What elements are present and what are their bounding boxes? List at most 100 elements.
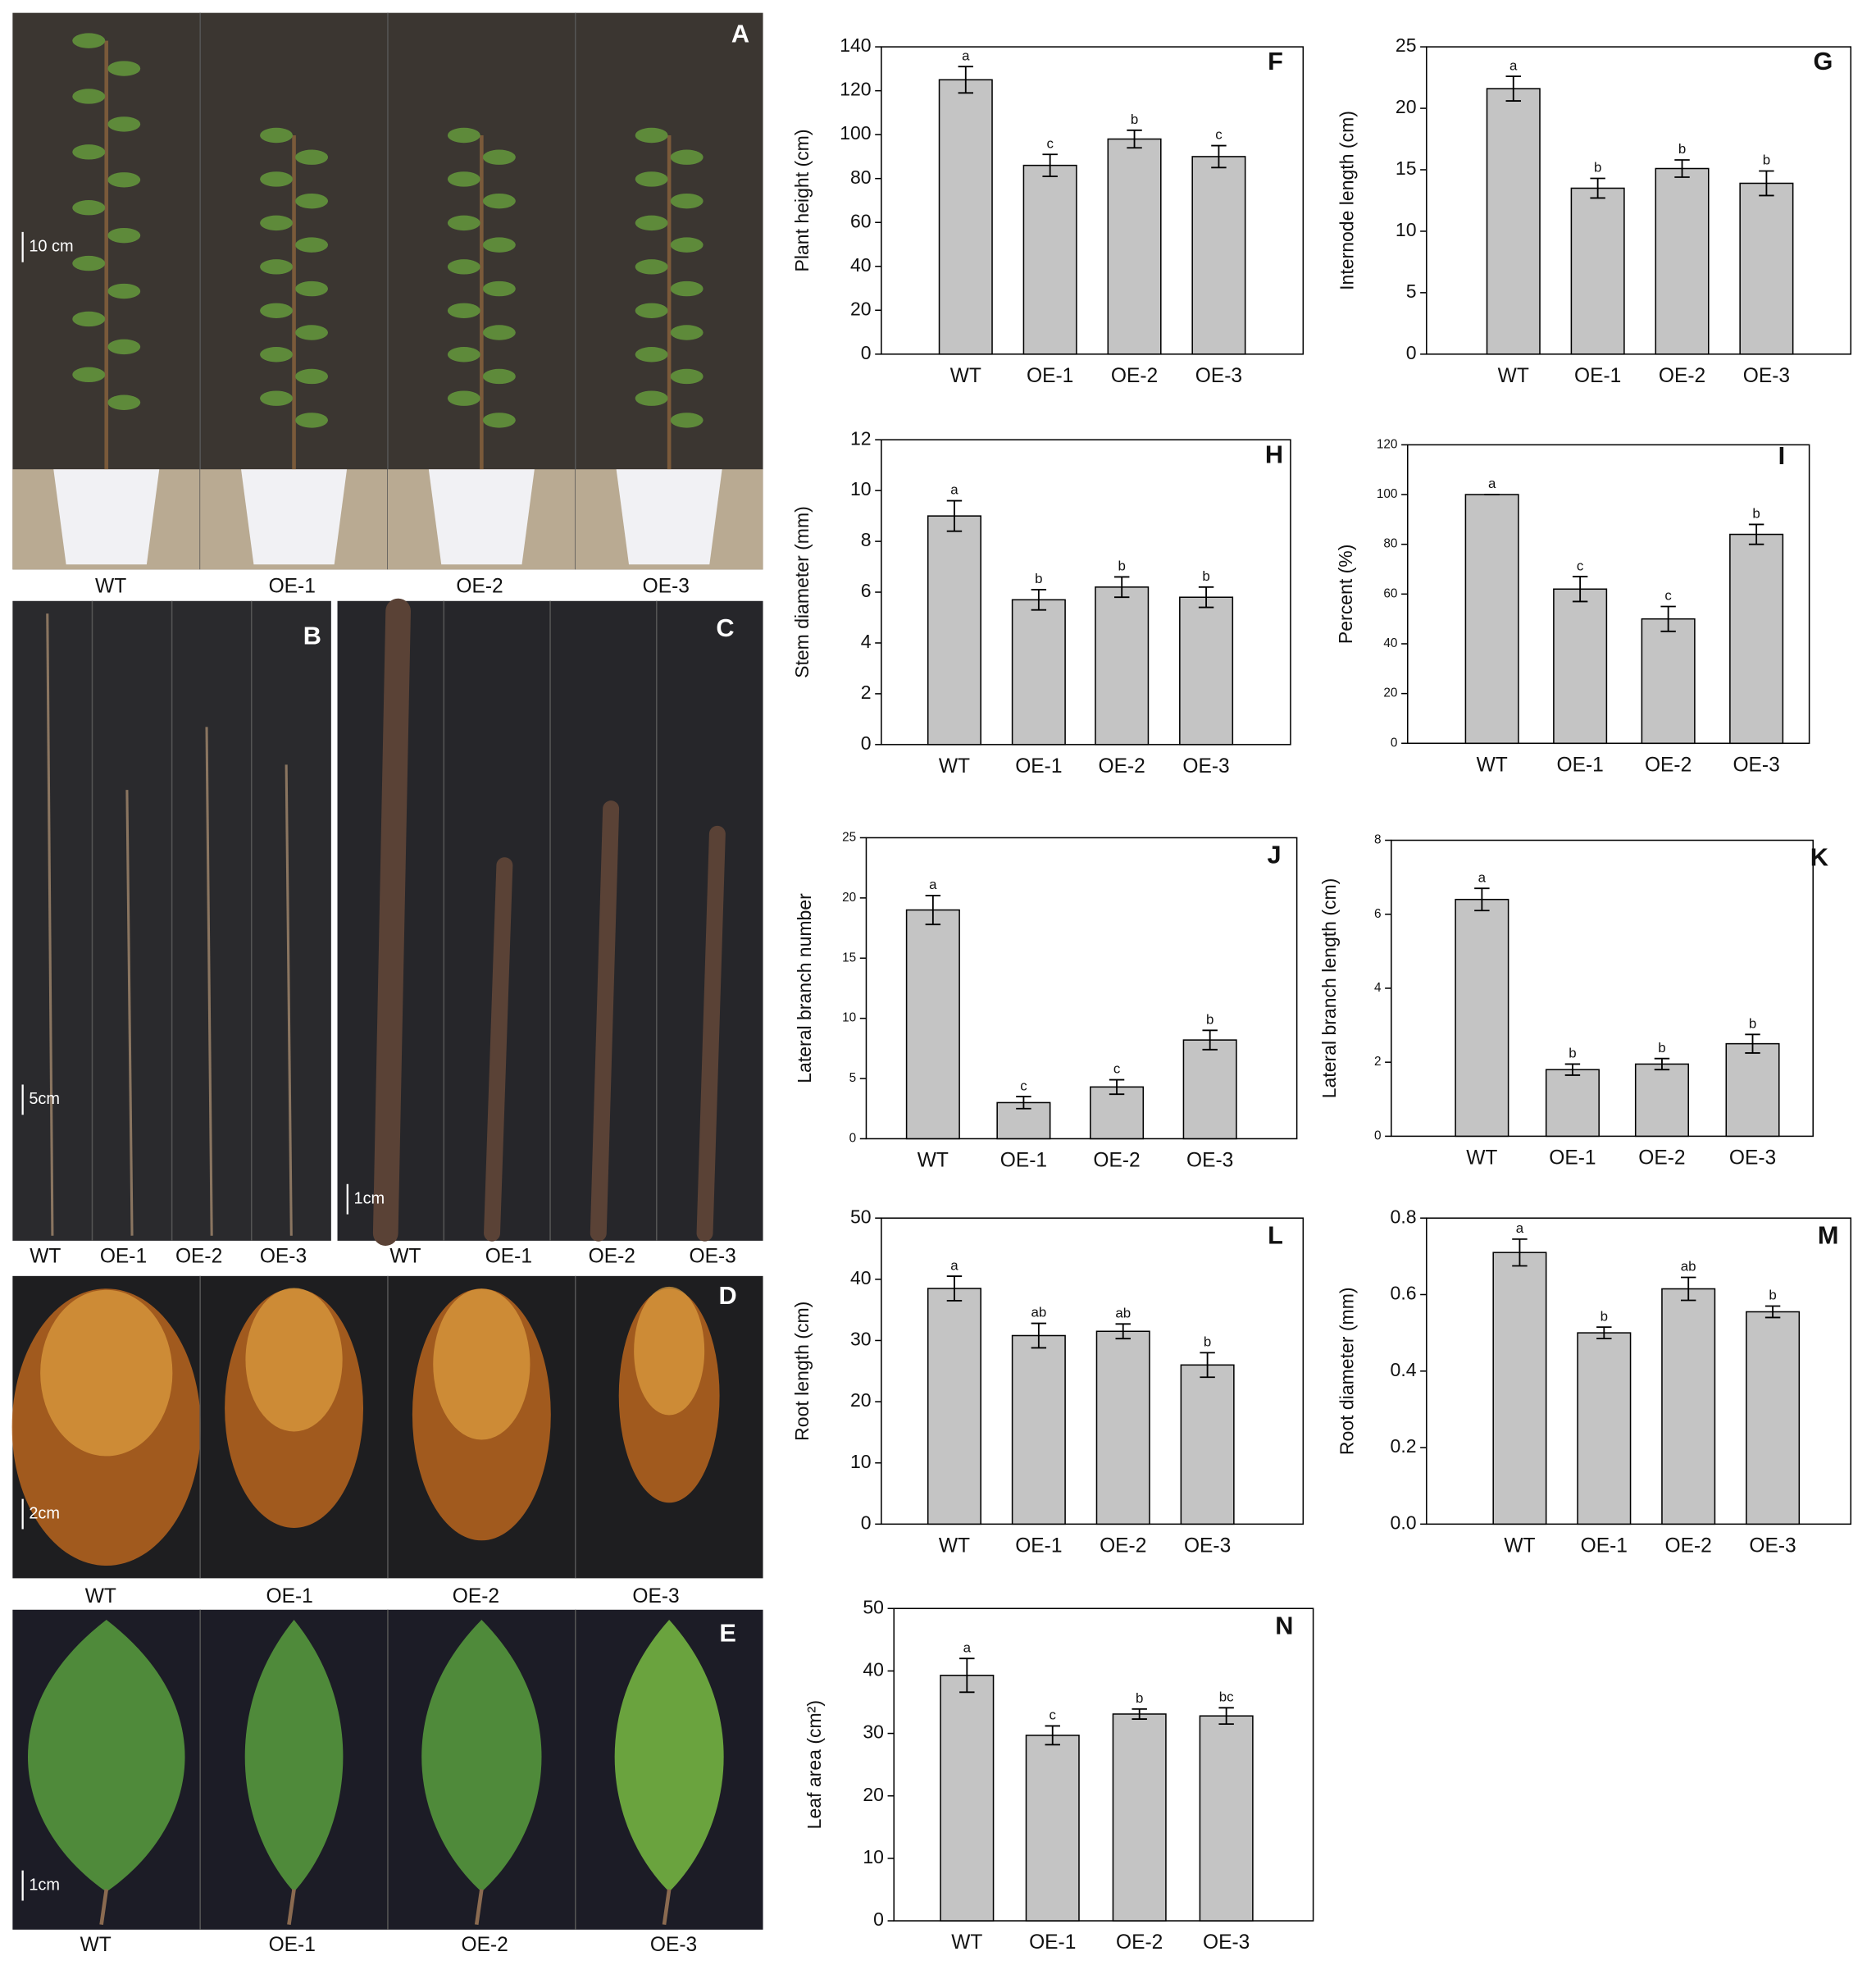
error-bar [1211,144,1227,169]
bar [1180,1364,1235,1525]
error-bar [1127,129,1142,149]
significance-letter: a [1509,57,1518,73]
y-axis-label: Root diameter (mm) [1336,1287,1358,1455]
bar [1545,1069,1600,1138]
leaf [260,347,294,363]
x-tick-label: OE-1 [1549,1147,1596,1170]
error-bar [1564,1063,1581,1076]
bar [1182,1039,1237,1140]
error-bar [1016,1096,1031,1110]
leaf [72,33,106,48]
y-tick-label: 0.6 [1391,1283,1417,1304]
leaf [482,149,516,165]
leaf [72,367,106,383]
leaf [107,172,141,188]
bar [1655,167,1710,355]
twig [125,790,134,1236]
plot-frame [881,46,1305,355]
leaf [447,171,480,187]
leaf [295,193,329,209]
scale-label: 1cm [29,1876,60,1894]
bar [1570,187,1625,355]
x-tick-label: OE-1 [1015,1534,1062,1557]
x-tick-label: OE-3 [1743,365,1790,387]
error-bar [1759,170,1774,197]
error-bar [1218,1707,1234,1726]
x-tick-label: OE-3 [1729,1147,1776,1170]
leaf [295,280,329,297]
panel-letter: C [716,613,734,642]
y-axis-label: Stem diameter (mm) [791,506,813,678]
leaf [635,171,668,187]
error-bar [925,895,941,926]
petiole [99,1889,109,1925]
panel-letter: H [1265,440,1283,468]
leaf [670,325,704,340]
leaf [635,347,668,363]
leaf [670,237,704,253]
y-tick-label: 80 [1383,537,1397,551]
y-tick-label: 8 [1374,833,1382,847]
y-axis-label: Lateral branch length (cm) [1318,878,1340,1099]
significance-letter: b [1749,1016,1756,1032]
y-axis-label: Leaf area (cm²) [804,1700,825,1829]
x-tick-label: WT [1466,1147,1497,1170]
photo-label: OE-2 [462,1934,508,1956]
significance-letter: c [1020,1078,1027,1093]
stem [372,598,411,1246]
bar [1486,88,1541,355]
bar [938,79,993,355]
twig [205,727,213,1236]
y-tick-label: 5 [1406,280,1417,302]
x-tick-label: WT [951,1931,982,1954]
bar [1112,1713,1167,1922]
leaf [107,61,141,76]
bar [1025,1735,1080,1922]
significance-letter: b [1118,559,1125,574]
leaf [295,325,329,340]
leaf [482,237,516,253]
leaf [295,149,329,165]
roots [245,1288,343,1432]
y-tick-label: 80 [850,166,872,188]
leaf [260,303,294,318]
error-bar [1031,1322,1047,1349]
y-tick-label: 25 [842,831,856,845]
y-tick-label: 60 [1383,586,1397,600]
photo-label: OE-3 [689,1245,735,1267]
bar [1095,586,1150,746]
significance-letter: b [1752,506,1760,522]
significance-letter: b [1594,160,1601,176]
y-tick-label: 6 [1374,907,1382,921]
x-tick-label: OE-3 [1186,1150,1233,1172]
leaf [670,368,704,385]
y-tick-label: 30 [850,1329,872,1350]
leaf [260,259,294,275]
panel-letter: J [1267,841,1281,869]
x-tick-label: WT [918,1150,949,1172]
leaf [260,390,294,406]
error-bar [1512,1238,1528,1267]
significance-letter: a [1488,476,1496,491]
y-tick-label: 140 [840,34,871,56]
x-tick-label: OE-1 [1027,365,1073,387]
plot-frame [881,1217,1305,1525]
y-tick-label: 20 [850,298,872,319]
photo-label: OE-1 [269,575,316,597]
y-tick-label: 25 [1396,34,1417,56]
error-bar [1654,1057,1670,1071]
error-bar [1674,159,1690,178]
x-tick-label: OE-1 [1556,754,1603,776]
error-bar [1109,1078,1125,1096]
error-bar [1764,1305,1781,1319]
leaf [72,144,106,160]
leaf [107,339,141,355]
pot [428,469,535,565]
bar [1739,182,1794,355]
bar [1191,156,1246,355]
error-bar [1200,1352,1215,1379]
leaf [244,1620,344,1892]
error-bar [1745,1033,1760,1054]
photo-label: WT [389,1245,421,1267]
plot-frame [893,1607,1314,1922]
